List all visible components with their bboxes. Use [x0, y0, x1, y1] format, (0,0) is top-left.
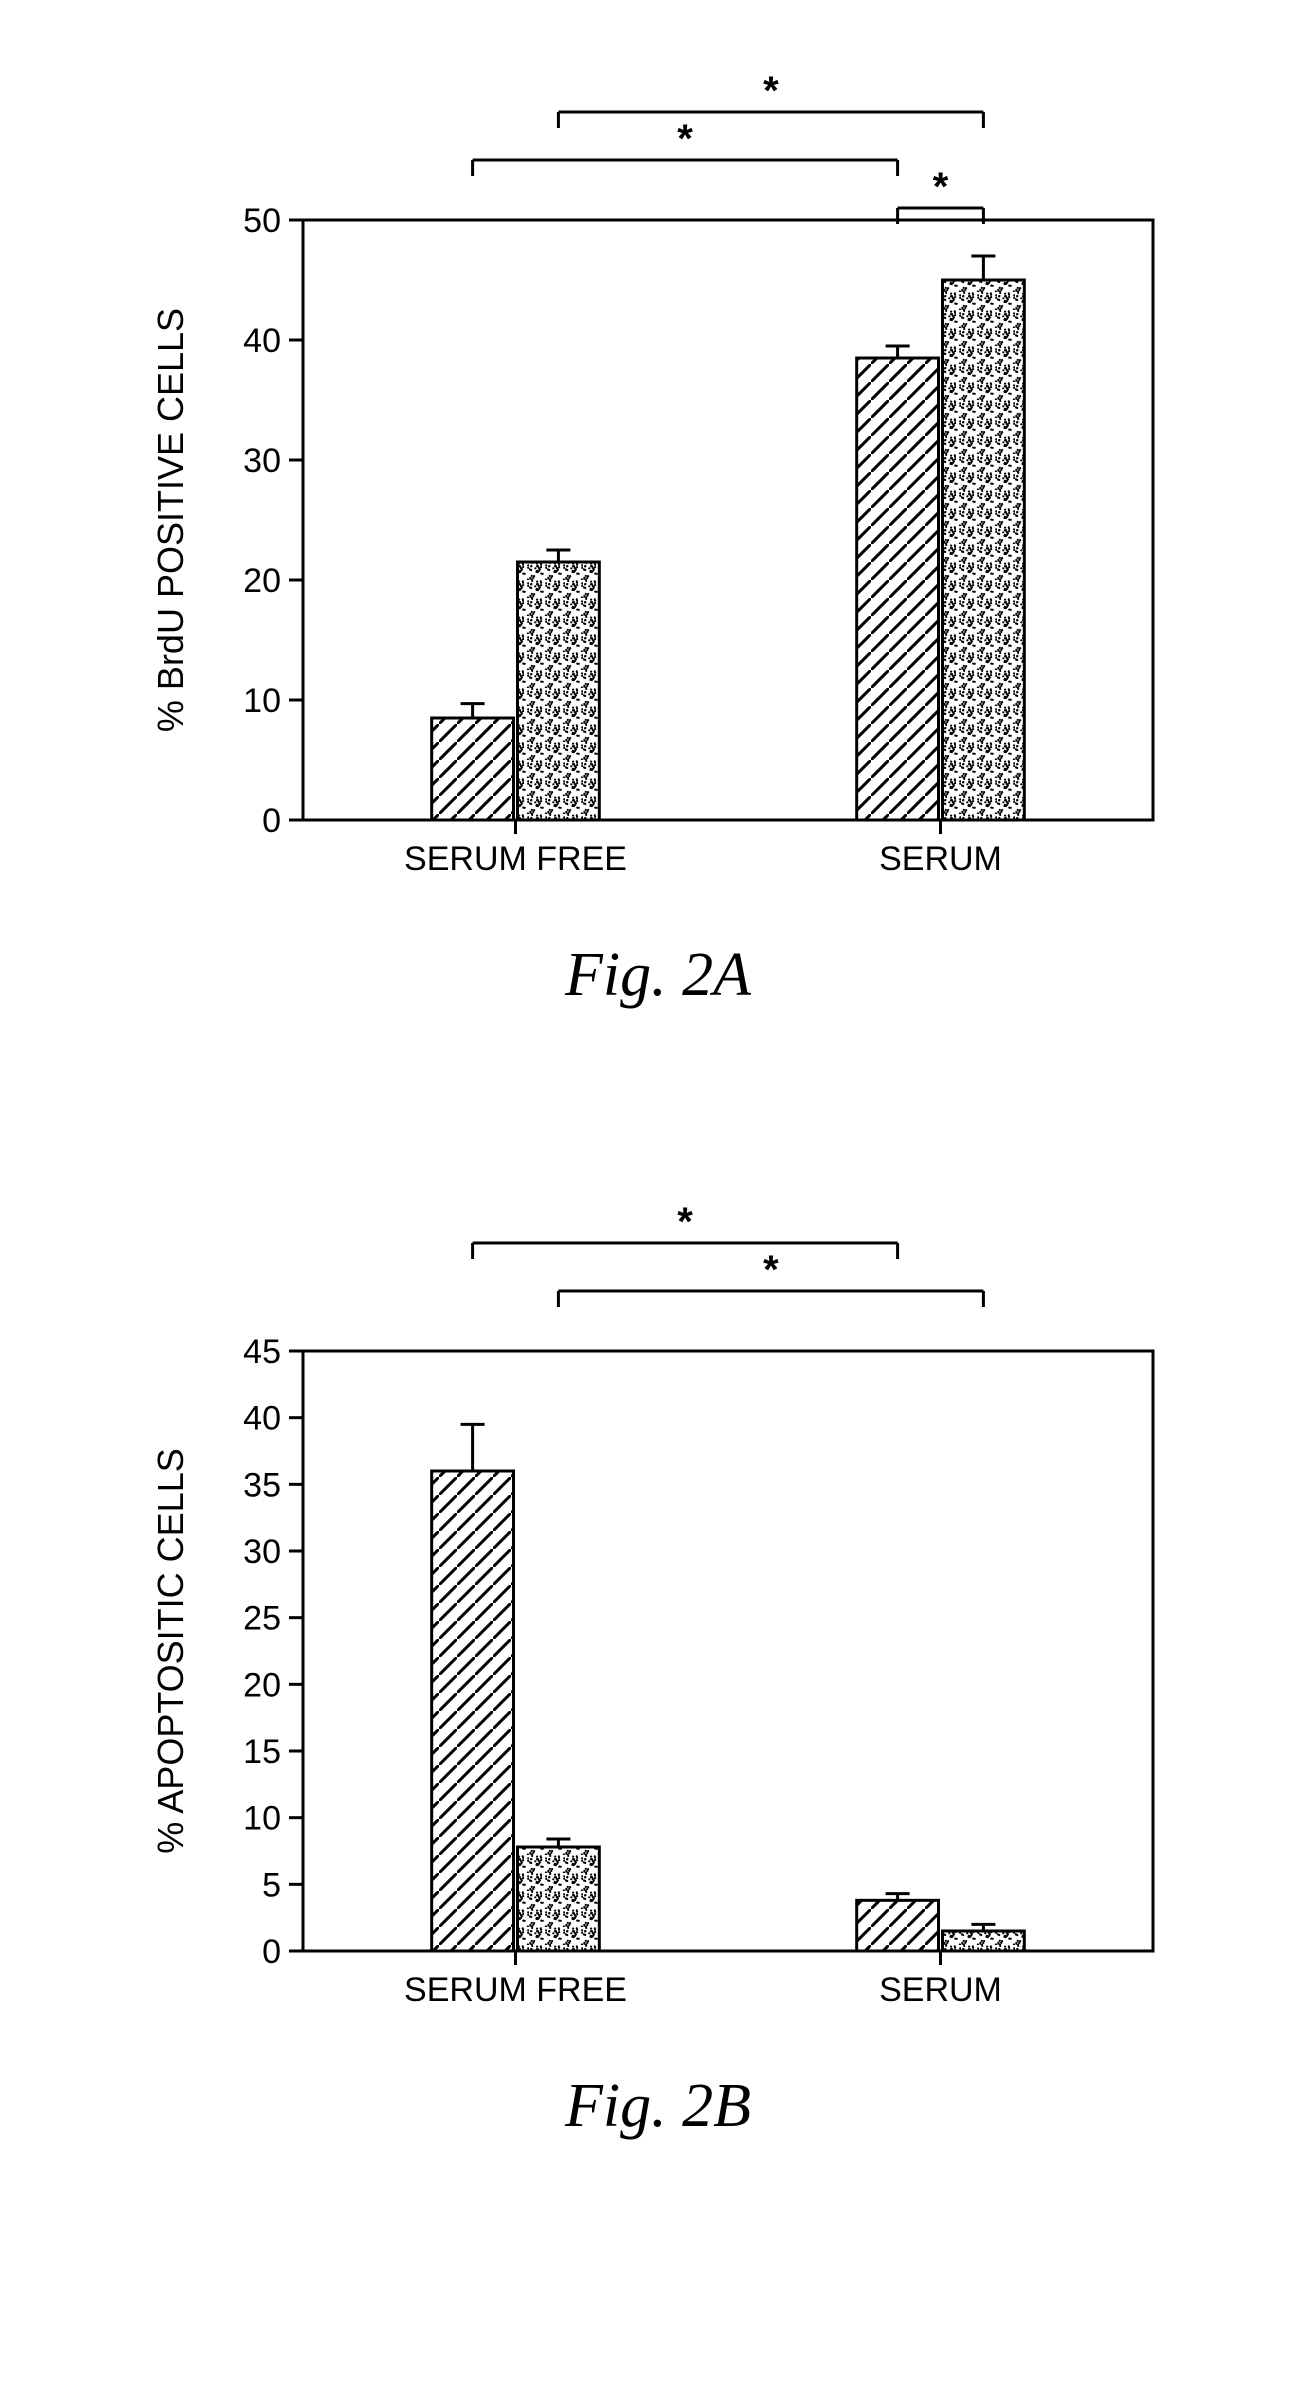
svg-text:20: 20	[243, 562, 281, 600]
svg-text:0: 0	[262, 802, 281, 840]
figure-2b: 0 5 10 15 20 25 30 35 40 45 % APOPTOSITIC CELLS SER…	[20, 1171, 1296, 2142]
svg-text:*: *	[677, 1200, 693, 1244]
svg-text:SERUM: SERUM	[879, 1971, 1002, 2009]
caption-2b: Fig. 2B	[20, 2071, 1296, 2142]
svg-text:SERUM FREE: SERUM FREE	[404, 840, 627, 878]
svg-text:SERUM: SERUM	[879, 840, 1002, 878]
svg-text:*: *	[933, 165, 949, 209]
svg-text:40: 40	[243, 322, 281, 360]
chart-2b: 0 5 10 15 20 25 30 35 40 45 % APOPTOSITIC CELLS SER…	[133, 1171, 1183, 2041]
chart-2a: 0 10 20 30 40 50 % BrdU POSITIVE CELLS SERUM FR…	[133, 40, 1183, 910]
svg-text:0: 0	[262, 1933, 281, 1971]
svg-text:*: *	[677, 117, 693, 161]
svg-text:15: 15	[243, 1733, 281, 1771]
svg-text:*: *	[763, 69, 779, 113]
svg-text:5: 5	[262, 1866, 281, 1904]
svg-text:30: 30	[243, 442, 281, 480]
svg-text:35: 35	[243, 1466, 281, 1504]
svg-text:% APOPTOSITIC CELLS: % APOPTOSITIC CELLS	[150, 1448, 191, 1853]
svg-text:40: 40	[243, 1400, 281, 1438]
svg-text:SERUM FREE: SERUM FREE	[404, 1971, 627, 2009]
caption-2a: Fig. 2A	[20, 940, 1296, 1011]
svg-text:*: *	[763, 1248, 779, 1292]
svg-text:% BrdU POSITIVE CELLS: % BrdU POSITIVE CELLS	[150, 308, 191, 732]
chart-2a-wrap: 0 10 20 30 40 50 % BrdU POSITIVE CELLS SERUM FR…	[20, 40, 1296, 910]
svg-text:45: 45	[243, 1333, 281, 1371]
svg-text:25: 25	[243, 1600, 281, 1638]
svg-text:20: 20	[243, 1666, 281, 1704]
figure-2a: 0 10 20 30 40 50 % BrdU POSITIVE CELLS SERUM FR…	[20, 40, 1296, 1011]
svg-text:10: 10	[243, 1800, 281, 1838]
chart-2b-wrap: 0 5 10 15 20 25 30 35 40 45 % APOPTOSITIC CELLS SER…	[20, 1171, 1296, 2041]
svg-text:10: 10	[243, 682, 281, 720]
svg-text:50: 50	[243, 202, 281, 240]
svg-text:30: 30	[243, 1533, 281, 1571]
